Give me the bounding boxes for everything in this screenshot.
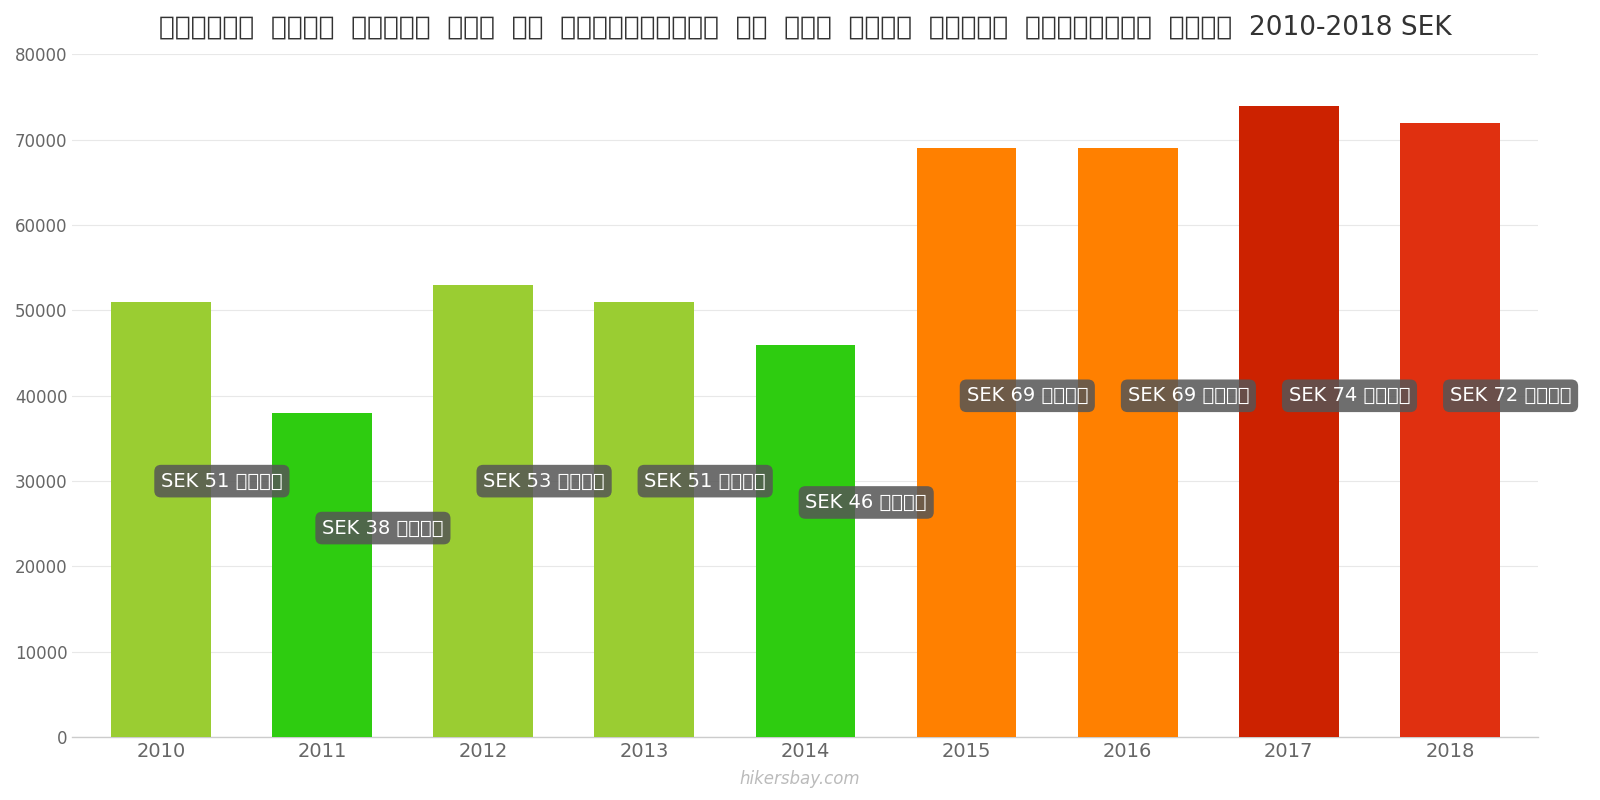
Title: स्वीडन  सिटी  सेंटर  में  एक  अपार्टमेंट  के  लिए  कीमत  प्रति  स्क्वायर  मीटर  : स्वीडन सिटी सेंटर में एक अपार्टमेंट के ल… (158, 15, 1451, 41)
Text: SEK 69 हज़ार: SEK 69 हज़ार (1128, 386, 1250, 406)
Text: SEK 53 हज़ार: SEK 53 हज़ार (483, 472, 605, 490)
Bar (1238, 106, 1339, 737)
Text: SEK 51 हज़ार: SEK 51 हज़ार (162, 472, 283, 490)
Text: SEK 74 हज़ार: SEK 74 हज़ार (1288, 386, 1410, 406)
Bar (917, 148, 1016, 737)
Bar (434, 285, 533, 737)
Text: SEK 38 हज़ार: SEK 38 हज़ार (322, 518, 443, 538)
Text: SEK 72 हज़ार: SEK 72 हज़ार (1450, 386, 1571, 406)
Text: hikersbay.com: hikersbay.com (739, 770, 861, 788)
Bar (1078, 148, 1178, 737)
Bar (110, 302, 211, 737)
Text: SEK 46 हज़ार: SEK 46 हज़ार (805, 493, 926, 512)
Text: SEK 69 हज़ार: SEK 69 हज़ार (966, 386, 1088, 406)
Text: SEK 51 हज़ार: SEK 51 हज़ार (645, 472, 766, 490)
Bar (595, 302, 694, 737)
Bar (755, 345, 856, 737)
Bar (1400, 122, 1499, 737)
Bar (272, 413, 373, 737)
